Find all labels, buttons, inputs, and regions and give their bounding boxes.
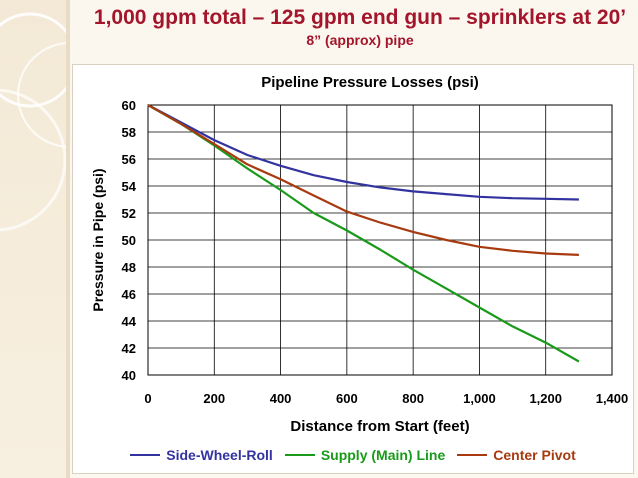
x-tick-label: 200 <box>203 391 225 406</box>
chart-panel: Pipeline Pressure Losses (psi) 40 42 44 46 48… <box>72 64 634 474</box>
y-tick-label: 46 <box>122 287 136 302</box>
legend-swatch <box>457 454 488 456</box>
legend-item: Side-Wheel-Roll <box>130 447 273 463</box>
series-line-3 <box>147 104 579 256</box>
x-tick-label: 1,400 <box>596 391 629 406</box>
slide-title: 1,000 gpm total – 125 gpm end gun – spri… <box>93 6 627 29</box>
legend-item: Center Pivot <box>457 447 576 463</box>
series-line-1 <box>147 104 579 201</box>
x-tick-label: 1,200 <box>529 391 562 406</box>
slide-subtitle: 8” (approx) pipe <box>306 32 414 48</box>
y-tick-label: 54 <box>122 179 137 194</box>
x-tick-label: 600 <box>336 391 358 406</box>
y-tick-label: 60 <box>122 98 136 113</box>
x-tick-label: 0 <box>144 391 151 406</box>
chart-title: Pipeline Pressure Losses (psi) <box>261 74 479 91</box>
legend-label: Center Pivot <box>493 447 576 463</box>
legend-swatch <box>284 454 315 456</box>
chart-svg: Pipeline Pressure Losses (psi) 40 42 44 46 48… <box>90 74 629 435</box>
x-axis-label: Distance from Start (feet) <box>290 418 469 435</box>
pressure-loss-chart: Pipeline Pressure Losses (psi) 40 42 44 46 48… <box>73 65 633 441</box>
y-tick-label: 42 <box>122 341 136 356</box>
y-tick-label: 56 <box>122 152 136 167</box>
decorative-circles <box>0 0 70 478</box>
y-tick-label: 50 <box>122 233 136 248</box>
y-tick-label: 48 <box>122 260 136 275</box>
x-tick-label: 800 <box>402 391 424 406</box>
legend-item: Supply (Main) Line <box>284 447 446 463</box>
legend-swatch <box>130 454 161 456</box>
y-tick-label: 40 <box>122 368 136 383</box>
x-tick-label: 400 <box>270 391 292 406</box>
chart-legend: Side-Wheel-Roll Supply (Main) Line Center … <box>73 443 633 467</box>
legend-label: Side-Wheel-Roll <box>166 447 273 463</box>
series-line-2 <box>147 104 580 363</box>
y-axis-label: Pressure in Pipe (psi) <box>90 168 106 311</box>
y-tick-label: 44 <box>122 314 137 329</box>
y-tick-label: 52 <box>122 206 136 221</box>
decorative-sidebar <box>0 0 70 478</box>
y-tick-label: 58 <box>122 125 136 140</box>
legend-label: Supply (Main) Line <box>320 447 446 463</box>
x-tick-label: 1,000 <box>463 391 496 406</box>
